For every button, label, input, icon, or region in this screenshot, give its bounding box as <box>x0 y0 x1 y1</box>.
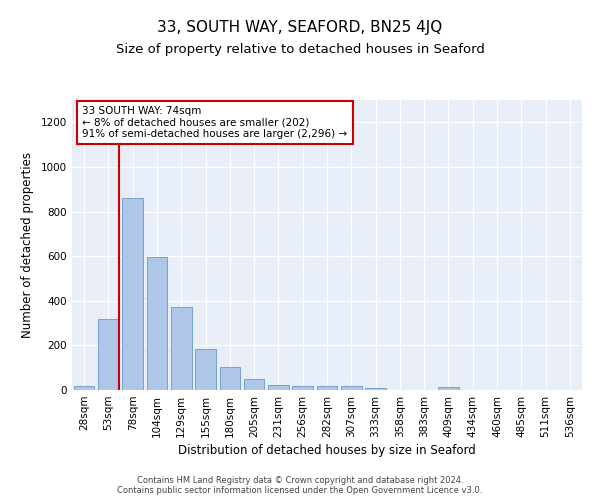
Text: 33, SOUTH WAY, SEAFORD, BN25 4JQ: 33, SOUTH WAY, SEAFORD, BN25 4JQ <box>157 20 443 35</box>
Bar <box>341 386 362 390</box>
Text: 33 SOUTH WAY: 74sqm
← 8% of detached houses are smaller (202)
91% of semi-detach: 33 SOUTH WAY: 74sqm ← 8% of detached hou… <box>82 106 347 139</box>
Y-axis label: Number of detached properties: Number of detached properties <box>21 152 34 338</box>
Bar <box>268 385 289 390</box>
Bar <box>74 386 94 390</box>
X-axis label: Distribution of detached houses by size in Seaford: Distribution of detached houses by size … <box>178 444 476 457</box>
Bar <box>365 388 386 390</box>
Text: Size of property relative to detached houses in Seaford: Size of property relative to detached ho… <box>116 42 484 56</box>
Bar <box>195 348 216 390</box>
Text: Contains HM Land Registry data © Crown copyright and database right 2024.
Contai: Contains HM Land Registry data © Crown c… <box>118 476 482 495</box>
Bar <box>317 386 337 390</box>
Bar <box>146 256 167 390</box>
Bar <box>220 367 240 390</box>
Bar <box>244 380 265 390</box>
Bar <box>98 318 119 390</box>
Bar <box>171 308 191 390</box>
Bar <box>438 388 459 390</box>
Bar <box>122 198 143 390</box>
Bar <box>292 386 313 390</box>
